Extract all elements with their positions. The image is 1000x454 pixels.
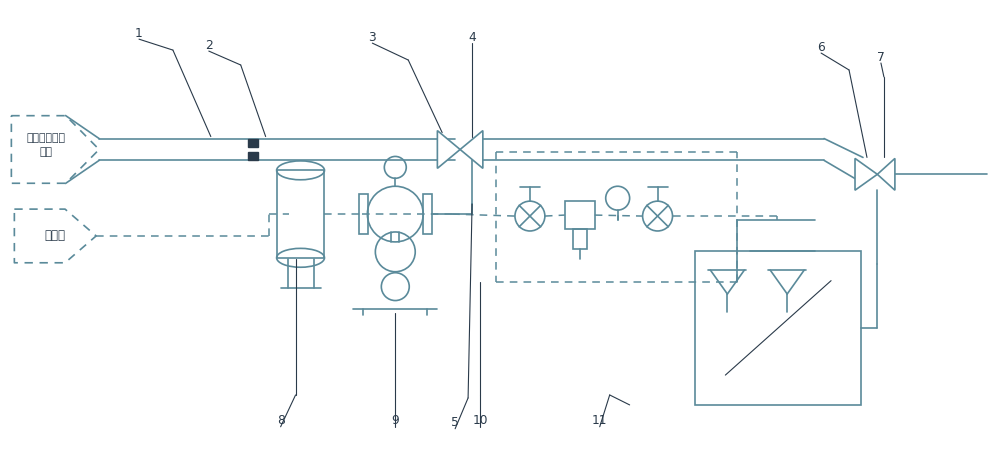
Polygon shape xyxy=(877,158,895,190)
Text: 消防水: 消防水 xyxy=(45,229,66,242)
Bar xyxy=(277,170,324,258)
Bar xyxy=(573,229,587,249)
Text: 4: 4 xyxy=(468,31,476,44)
Text: 含散状物料的
气体: 含散状物料的 气体 xyxy=(27,133,66,158)
Text: 9: 9 xyxy=(391,415,399,427)
Bar xyxy=(248,139,258,148)
Bar xyxy=(695,251,861,405)
Bar xyxy=(359,194,368,234)
Bar xyxy=(423,194,432,234)
Polygon shape xyxy=(437,131,460,168)
Polygon shape xyxy=(855,158,877,190)
Bar xyxy=(248,152,258,160)
Text: 5: 5 xyxy=(451,416,459,429)
Polygon shape xyxy=(460,131,483,168)
Text: 8: 8 xyxy=(277,415,285,427)
Text: 7: 7 xyxy=(877,50,885,64)
Text: 3: 3 xyxy=(368,31,376,44)
Text: 10: 10 xyxy=(472,415,488,427)
Text: 2: 2 xyxy=(205,39,213,52)
Text: 6: 6 xyxy=(817,40,825,54)
Bar xyxy=(565,201,595,229)
Text: 11: 11 xyxy=(592,415,607,427)
Text: 1: 1 xyxy=(135,27,143,39)
